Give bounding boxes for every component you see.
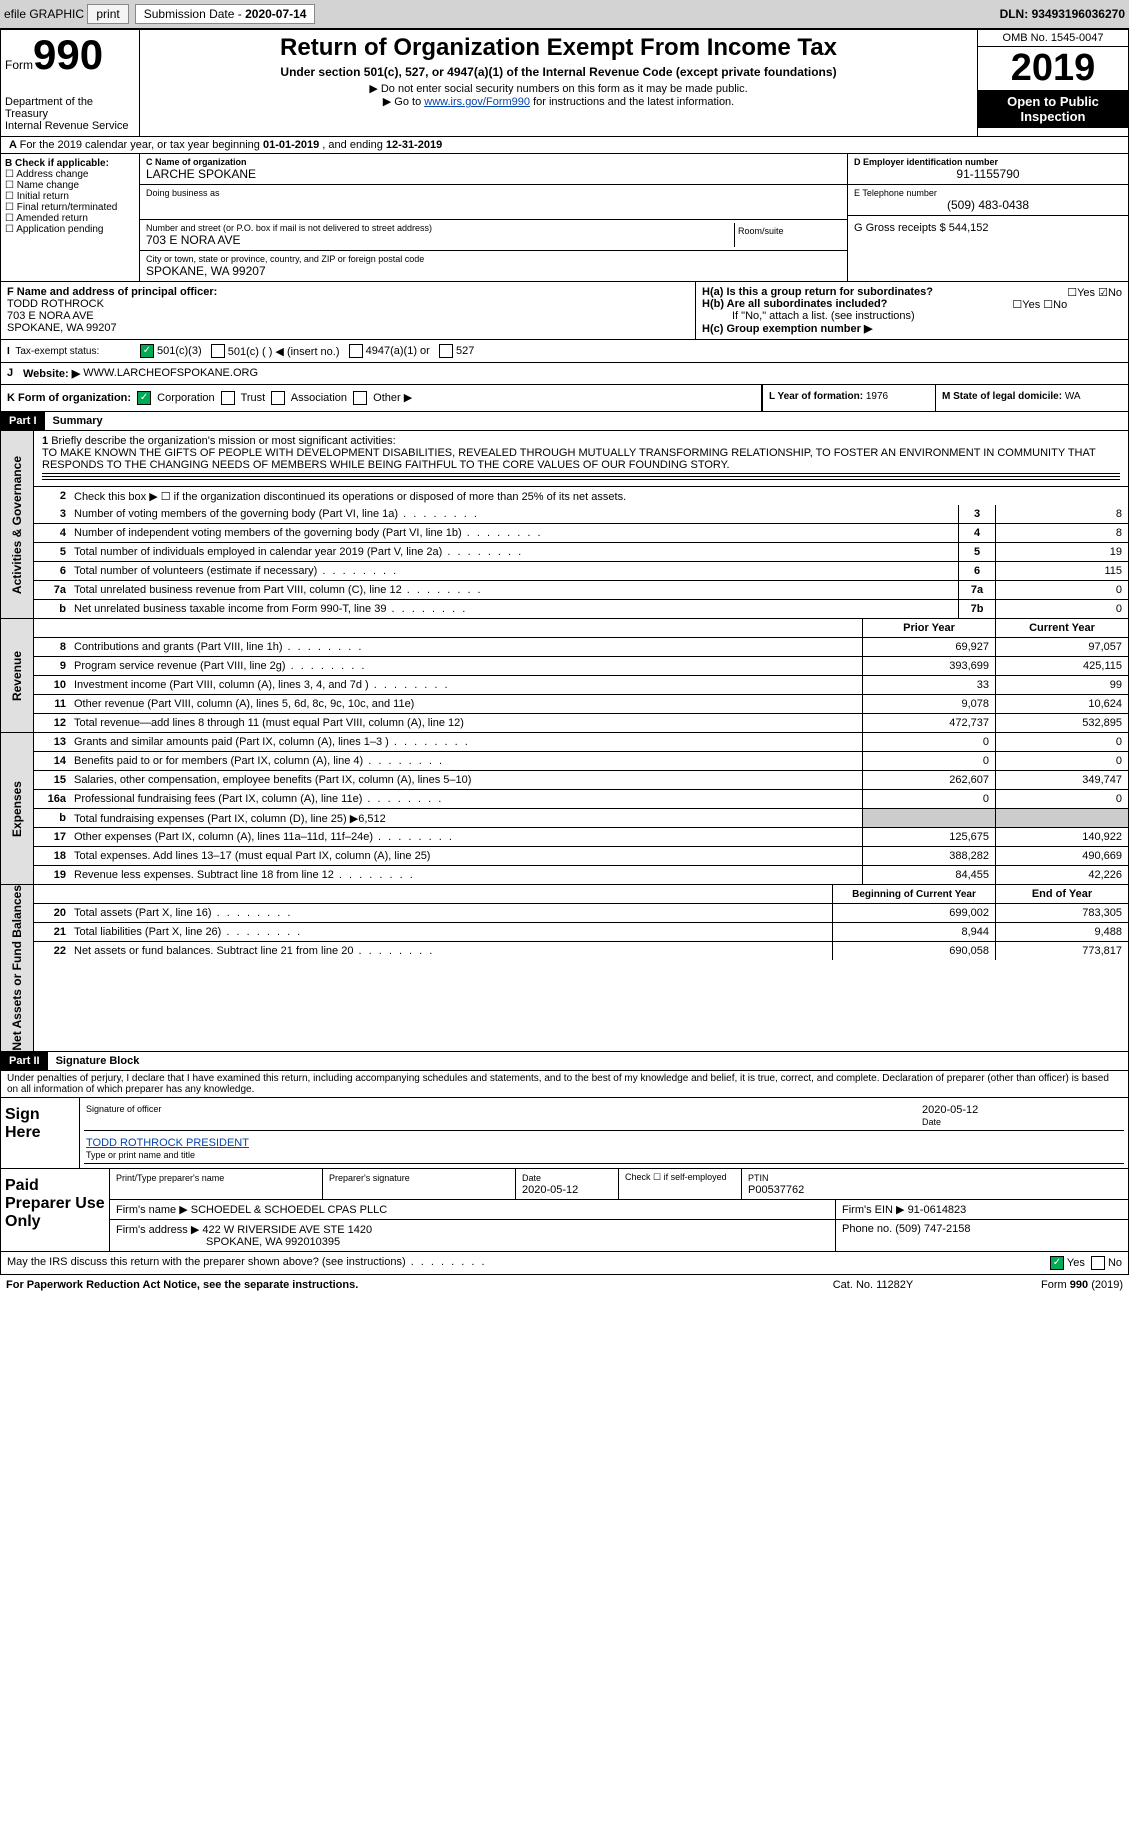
mission-text: TO MAKE KNOWN THE GIFTS OF PEOPLE WITH D… [42, 447, 1096, 471]
tax-status-row: I Tax-exempt status: ✓ 501(c)(3) 501(c) … [0, 340, 1129, 363]
officer-name: TODD ROTHROCK PRESIDENT [86, 1137, 249, 1149]
dln: DLN: 93493196036270 [1000, 7, 1125, 21]
part1-hdr: Part I [1, 412, 45, 430]
irs-link[interactable]: www.irs.gov/Form990 [424, 96, 530, 108]
form-title: Return of Organization Exempt From Incom… [144, 34, 973, 62]
paid-preparer: Paid Preparer Use Only Print/Type prepar… [0, 1169, 1129, 1252]
k-row: K Form of organization: ✓ Corporation Tr… [0, 385, 1129, 412]
top-toolbar: efile GRAPHIC print Submission Date - 20… [0, 0, 1129, 28]
net-assets-section: Net Assets or Fund Balances Beginning of… [0, 885, 1129, 1052]
part2-hdr: Part II [1, 1052, 48, 1070]
gross-receipts: 544,152 [949, 222, 989, 234]
submission-date: Submission Date - 2020-07-14 [135, 4, 316, 24]
open-public: Open to Public Inspection [978, 90, 1128, 128]
org-name: LARCHE SPOKANE [146, 167, 841, 181]
revenue-section: Revenue Prior YearCurrent Year 8Contribu… [0, 619, 1129, 733]
street: 703 E NORA AVE [146, 233, 734, 247]
form-header: Form990 Department of the Treasury Inter… [0, 28, 1129, 137]
chk-501c3: ✓ [140, 344, 154, 358]
tax-year: 2019 [978, 47, 1128, 90]
website: WWW.LARCHEOFSPOKANE.ORG [83, 367, 258, 380]
section-fh: F Name and address of principal officer:… [0, 282, 1129, 340]
print-button[interactable]: print [87, 4, 128, 24]
footer: For Paperwork Reduction Act Notice, see … [0, 1275, 1129, 1295]
omb: OMB No. 1545-0047 [978, 30, 1128, 47]
website-row: JWebsite: ▶ WWW.LARCHEOFSPOKANE.ORG [0, 363, 1129, 385]
section-b: B Check if applicable: ☐ Address change … [0, 154, 1129, 282]
perjury-declaration: Under penalties of perjury, I declare th… [0, 1071, 1129, 1098]
sign-here: Sign Here Signature of officer 2020-05-1… [0, 1098, 1129, 1169]
phone: (509) 483-0438 [854, 198, 1122, 212]
row-a: A For the 2019 calendar year, or tax yea… [0, 137, 1129, 154]
efile-label: efile GRAPHIC [4, 7, 84, 21]
ein: 91-1155790 [854, 167, 1122, 181]
irs-discuss: May the IRS discuss this return with the… [0, 1252, 1129, 1275]
expenses-section: Expenses 13Grants and similar amounts pa… [0, 733, 1129, 885]
activities-governance: Activities & Governance 1 Briefly descri… [0, 431, 1129, 619]
dept-label: Department of the Treasury Internal Reve… [5, 96, 135, 132]
city: SPOKANE, WA 99207 [146, 264, 841, 278]
